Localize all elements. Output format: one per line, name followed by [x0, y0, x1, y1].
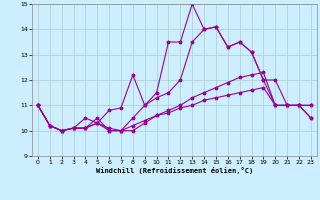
X-axis label: Windchill (Refroidissement éolien,°C): Windchill (Refroidissement éolien,°C) [96, 167, 253, 174]
